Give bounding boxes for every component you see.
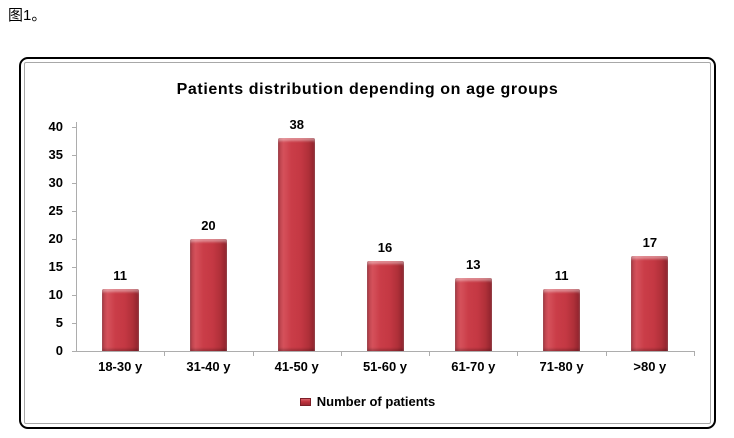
- y-axis-tick: [72, 239, 76, 240]
- x-axis-tick: [252, 351, 254, 356]
- y-axis-tick-label: 20: [48, 231, 63, 246]
- y-axis-tick-label: 30: [48, 175, 63, 190]
- y-axis-tick-label: 10: [48, 287, 63, 302]
- bar-value-label: 16: [377, 240, 393, 256]
- bar: [101, 289, 139, 351]
- legend-label: Number of patients: [316, 394, 436, 409]
- x-axis-category-label: 61-70 y: [451, 359, 496, 374]
- x-axis-tick: [164, 351, 166, 356]
- bar: [454, 278, 492, 351]
- y-axis-tick-label: 25: [48, 203, 63, 218]
- bar-value-label: 17: [642, 234, 658, 250]
- bar: [631, 255, 669, 351]
- y-axis-line: [76, 122, 77, 352]
- x-axis-category-label: >80 y: [633, 359, 667, 374]
- y-axis-tick-label: 35: [48, 147, 63, 162]
- legend-swatch-icon: [299, 397, 311, 406]
- x-axis-category-label: 41-50 y: [274, 359, 319, 374]
- legend: Number of patients: [25, 394, 710, 409]
- y-axis-tick-label: 40: [48, 119, 63, 134]
- x-axis-tick: [605, 351, 607, 356]
- y-axis-tick: [72, 183, 76, 184]
- x-axis-tick: [429, 351, 431, 356]
- plot-area: 0 5 10 15 20 25 30 35 40 11 18-30 y 20 31-40 y 38 41-5…: [25, 63, 710, 423]
- bar-value-label: 11: [554, 268, 569, 284]
- bar-value-label: 38: [289, 117, 304, 133]
- y-axis-tick: [72, 155, 76, 156]
- bar: [543, 289, 581, 351]
- y-axis-tick: [72, 323, 76, 324]
- x-axis-tick: [517, 351, 519, 356]
- y-axis-tick-label: 15: [48, 259, 63, 274]
- x-axis-line: [76, 351, 694, 352]
- x-axis-tick: [694, 351, 695, 356]
- y-axis-tick: [72, 127, 76, 128]
- x-axis-category-label: 71-80 y: [539, 359, 584, 374]
- bar-value-label: 13: [466, 257, 481, 273]
- bar: [278, 138, 316, 351]
- x-axis-tick: [340, 351, 342, 356]
- x-axis-category-label: 18-30 y: [98, 359, 143, 374]
- y-axis-tick: [72, 211, 76, 212]
- x-axis-category-label: 31-40 y: [186, 359, 231, 374]
- bar: [189, 239, 227, 351]
- x-axis-category-label: 51-60 y: [362, 359, 408, 374]
- bar-value-label: 11: [113, 268, 128, 284]
- chart-title: Patients distribution depending on age g…: [176, 81, 559, 98]
- y-axis-tick: [72, 351, 76, 352]
- chart-frame: Patients distribution depending on age g…: [19, 57, 716, 429]
- figure-caption: 图1。: [8, 7, 47, 24]
- bar-value-label: 20: [201, 218, 216, 233]
- bar: [366, 261, 404, 351]
- y-axis-tick-label: 5: [55, 315, 63, 330]
- chart-area: Patients distribution depending on age g…: [24, 62, 711, 424]
- y-axis-tick-label: 0: [55, 343, 63, 358]
- y-axis-tick: [72, 295, 76, 296]
- y-axis-tick: [72, 267, 76, 268]
